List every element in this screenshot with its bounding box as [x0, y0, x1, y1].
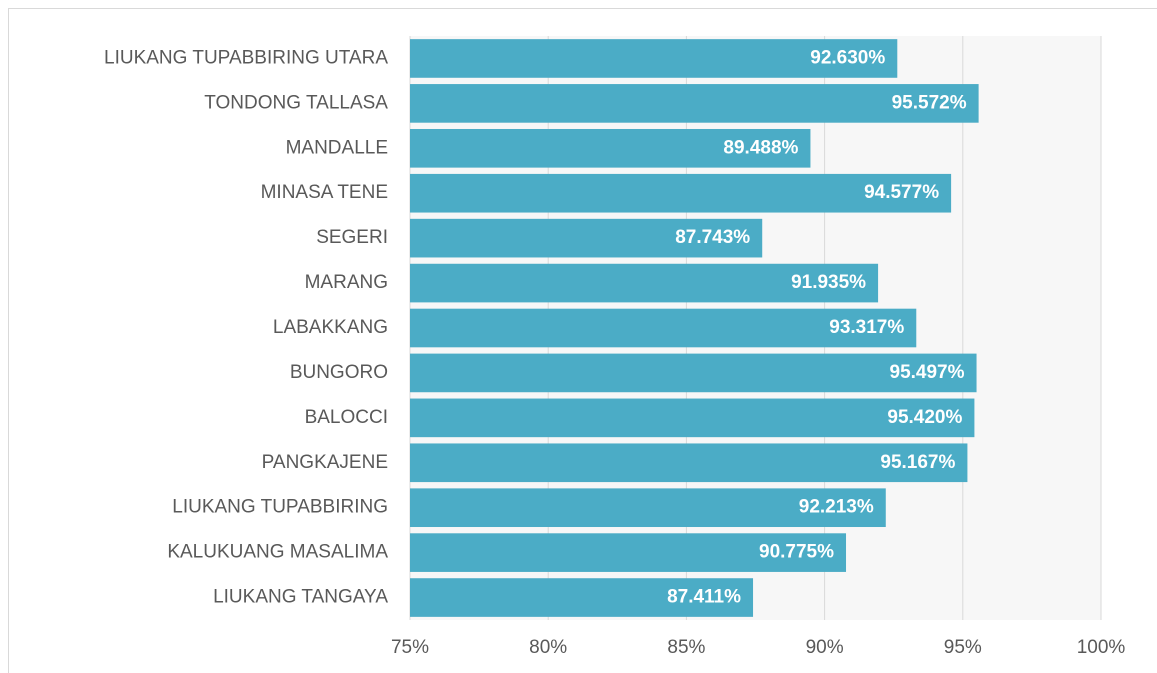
bar: [410, 39, 898, 78]
x-tick-label: 80%: [529, 637, 567, 658]
bar: [410, 128, 811, 168]
bar: [410, 263, 879, 303]
value-label: 94.577%: [864, 182, 939, 203]
bar: [410, 398, 975, 438]
y-tick-label: TONDONG TALLASA: [204, 92, 388, 113]
value-label: 95.572%: [892, 92, 967, 113]
y-tick-label: LABAKKANG: [273, 317, 388, 338]
y-tick-label: BUNGORO: [290, 362, 388, 383]
bar: [410, 218, 763, 258]
y-tick-label: MINASA TENE: [261, 182, 388, 203]
y-tick-label: KALUKUANG MASALIMA: [167, 542, 388, 563]
value-label: 93.317%: [829, 317, 904, 338]
y-tick-label: PANGKAJENE: [262, 452, 388, 473]
value-label: 91.935%: [791, 272, 866, 293]
value-label: 87.411%: [667, 587, 741, 608]
value-label: 89.488%: [723, 137, 798, 158]
x-tick-label: 90%: [806, 637, 844, 658]
y-tick-label: MARANG: [305, 272, 388, 293]
chart-border: [8, 8, 1157, 673]
bar: [410, 443, 968, 483]
x-tick-label: 95%: [944, 637, 982, 658]
value-label: 87.743%: [675, 227, 750, 248]
bar: [410, 353, 977, 393]
y-tick-label: LIUKANG TUPABBIRING: [172, 497, 388, 518]
y-tick-label: BALOCCI: [305, 407, 388, 428]
bar: [410, 308, 917, 348]
x-tick-label: 75%: [391, 637, 429, 658]
y-tick-label: LIUKANG TUPABBIRING UTARA: [104, 47, 388, 68]
bar: [410, 84, 979, 123]
y-tick-label: LIUKANG TANGAYA: [213, 587, 388, 608]
bar: [410, 173, 952, 213]
value-label: 92.630%: [810, 47, 885, 68]
bar: [410, 578, 754, 617]
y-tick-label: SEGERI: [316, 227, 388, 248]
value-label: 90.775%: [759, 542, 834, 563]
bar: [410, 488, 886, 528]
value-label: 95.420%: [887, 407, 962, 428]
bar: [410, 533, 847, 572]
x-tick-label: 85%: [667, 637, 705, 658]
value-label: 95.167%: [880, 452, 955, 473]
value-label: 92.213%: [799, 497, 874, 518]
y-tick-label: MANDALLE: [286, 137, 388, 158]
x-tick-label: 100%: [1077, 637, 1126, 658]
value-label: 95.497%: [890, 362, 965, 383]
